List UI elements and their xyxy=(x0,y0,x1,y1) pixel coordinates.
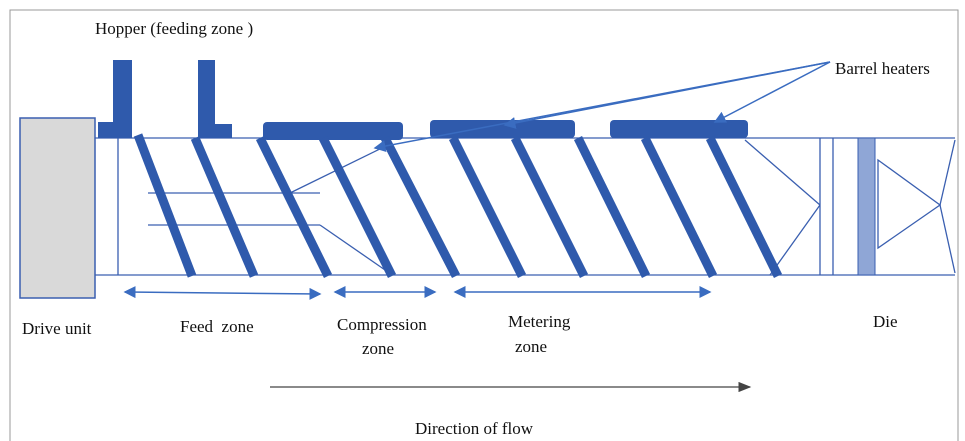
hopper-label: Hopper (feeding zone ) xyxy=(95,19,253,38)
heaters xyxy=(263,120,748,140)
barrel-heaters-label: Barrel heaters xyxy=(835,59,930,78)
frame xyxy=(9,9,959,441)
die-label: Die xyxy=(873,312,898,331)
compression-label: zone xyxy=(362,339,394,358)
feed-zone-label: Feed zone xyxy=(180,317,254,336)
compression-label: Compression xyxy=(337,315,427,334)
hopper-shape xyxy=(98,60,232,138)
screw-flights xyxy=(133,133,783,279)
metering-label: Metering xyxy=(508,312,571,331)
metering-label: zone xyxy=(515,337,547,356)
zone-arrows xyxy=(123,286,712,300)
heater-arrows xyxy=(373,61,831,152)
drive-unit-label: Drive unit xyxy=(22,319,92,338)
direction-label: Direction of flow xyxy=(415,419,534,438)
drive-unit-box xyxy=(19,117,96,299)
